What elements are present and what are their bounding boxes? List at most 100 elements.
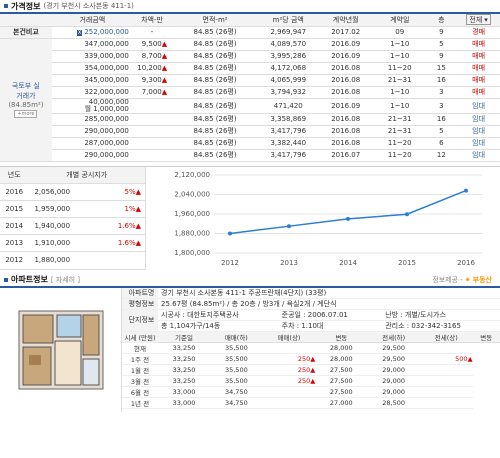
market-jeonse-change: 500▲ [419, 353, 473, 365]
x-tick-label: 2014 [339, 259, 357, 267]
row-diff [132, 98, 172, 114]
row-diff: 9,300▲ [132, 74, 172, 87]
year-row: 2015 1,959,000 1%▲ [0, 200, 146, 219]
year-row: 2014 1,940,000 1.6%▲ [0, 217, 146, 236]
info-key: 평형정보 [122, 298, 158, 310]
land-price-chart: 2,120,000 2,040,000 1,960,000 1,880,000 1,80… [146, 167, 500, 270]
y-tick-label: 1,800,000 [174, 249, 210, 257]
market-col: 변동 [315, 331, 368, 343]
row-ym: 2016.08 [317, 62, 374, 75]
col-area: 면적-m² [171, 14, 259, 27]
market-table: 시세 (만원) 기준일 매매(하) 매매(상) 변동 전세(하) 전세(상) 변… [122, 331, 500, 409]
year-row: 2013 1,910,000 1.6%▲ [0, 234, 146, 253]
market-jeonse-change [419, 397, 473, 409]
market-sale-low: 33,250 [158, 353, 211, 365]
row-day: 21~31 [373, 74, 426, 87]
row-area: 84.85 (26평) [171, 38, 259, 51]
info-value: 주차 : 1.10대 [278, 320, 383, 332]
row-per-m2: 4,065,999 [258, 74, 318, 87]
col-land-price: 개별 공시지가 [28, 166, 146, 185]
y-tick-label: 1,880,000 [174, 229, 210, 237]
market-jeonse-low: 27,500 [315, 386, 368, 398]
pct-cell: 1.6%▲ [101, 217, 146, 236]
year-cell: 2016 [0, 183, 29, 202]
chevron-down-icon: ▾ [484, 15, 488, 24]
row-ym: 2016.09 [317, 38, 374, 51]
row-diff: 8,700▲ [132, 50, 172, 63]
table-row: 287,000,000 84.85 (26평) 3,382,440 2016.08 11… [0, 137, 500, 150]
group-label: 국토부 실거래가 [11, 82, 40, 100]
up-arrow-icon: ▲ [310, 365, 316, 374]
info-value: 경기 부천시 소사본동 411-1 주공뜨란채(4단지) (33평) [158, 287, 500, 299]
row-diff [132, 125, 172, 138]
row-type: 임대 [457, 149, 500, 162]
market-jeonse-change [419, 364, 473, 376]
info-value: 시공사 : 대한토지주택공사 [158, 309, 279, 321]
row-per-m2: 3,794,932 [258, 86, 318, 99]
table-row: 290,000,000 84.85 (26평) 3,417,796 2016.07 11… [0, 149, 500, 162]
up-arrow-icon: ▲ [161, 88, 168, 96]
x-tick-label: 2012 [221, 259, 239, 267]
pct-value: 5% [124, 188, 136, 197]
section-location: (경기 부천시 소사본동 411-1) [43, 2, 134, 10]
market-date: 현재 [122, 342, 158, 354]
pct-cell [101, 251, 146, 270]
col-day: 계약일 [373, 14, 426, 27]
row-floor: 5 [425, 38, 458, 51]
market-jeonse-change [419, 375, 473, 387]
pct-cell: 5%▲ [101, 183, 146, 202]
row-day: 11~20 [373, 137, 426, 150]
own-day: 09 [373, 26, 426, 39]
apt-section-header: 아파트정보 [ 자세히 ] 정보제공 - ✷ 부동산 [0, 274, 500, 288]
market-sale-change [262, 386, 316, 398]
data-point [405, 211, 409, 216]
col-price: 거래금액 [51, 14, 133, 27]
pct-value: 1% [124, 205, 136, 214]
filter-select[interactable]: 전체 ▾ [466, 14, 491, 26]
bullet-icon [4, 277, 8, 282]
row-per-m2: 3,358,869 [258, 113, 318, 126]
market-date: 1주 전 [122, 353, 158, 365]
group-label-cell: 국토부 실거래가 (84.85m²) +more [0, 38, 52, 162]
row-area: 84.85 (26평) [171, 113, 259, 126]
market-row: 1월 전 33,250 35,500 250▲ 27,500 29,000 [122, 364, 500, 376]
row-per-m2: 4,089,570 [258, 38, 318, 51]
year-cell: 2013 [0, 234, 29, 253]
row-type: 매매 [457, 38, 500, 51]
market-row: 1년 전 33,000 34,750 27,000 28,500 [122, 397, 500, 409]
market-jeonse-low: 27,500 [315, 364, 368, 376]
detail-button[interactable]: [ 자세히 ] [50, 275, 81, 284]
row-diff [132, 149, 172, 162]
apt-title: 아파트정보 [11, 275, 48, 284]
table-row: 322,000,000 7,000▲ 84.85 (26평) 3,794,932 201… [0, 86, 500, 99]
row-ym: 2016.09 [317, 50, 374, 63]
own-type: 경매 [457, 26, 500, 39]
market-jeonse-high: 29,000 [367, 364, 420, 376]
market-jeonse-high: 28,500 [367, 397, 420, 409]
market-date: 1월 전 [122, 364, 158, 376]
row-area: 84.85 (26평) [171, 62, 259, 75]
row-type: 임대 [457, 125, 500, 138]
x-tick-label: 2015 [398, 259, 416, 267]
info-value: 난방 : 개별/도시가스 [382, 309, 500, 321]
floor-plan-image[interactable] [0, 287, 122, 412]
more-button[interactable]: +more [14, 110, 38, 118]
land-price-value: 1,959,000 [28, 200, 102, 219]
own-price: 252,000,000 [84, 28, 129, 36]
row-price: 287,000,000 [51, 137, 133, 150]
row-floor: 16 [425, 74, 458, 87]
row-price: 339,000,000 [51, 50, 133, 63]
row-day: 1~10 [373, 50, 426, 63]
row-price: 354,000,000 [51, 62, 133, 75]
info-value: 25.67평 (84.85m²) / 총 20층 / 방3개 / 욕실2개 / … [158, 298, 500, 310]
own-ym: 2017.02 [317, 26, 374, 39]
series-line [229, 189, 467, 234]
row-area: 84.85 (26평) [171, 98, 259, 114]
up-arrow-icon: ▲ [161, 52, 168, 60]
market-col: 매매(하) [210, 331, 263, 343]
land-price-value: 2,056,000 [28, 183, 102, 202]
row-day: 11~20 [373, 149, 426, 162]
section-title: 가격정보 [11, 1, 41, 11]
market-sale-change: 250▲ [262, 353, 316, 365]
row-day: 1~10 [373, 86, 426, 99]
